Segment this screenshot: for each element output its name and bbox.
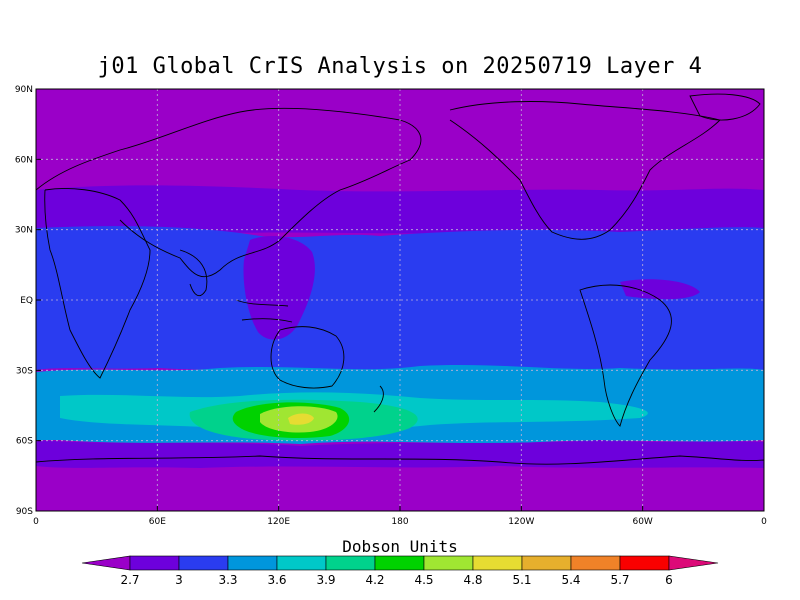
colorbar-label: 4.2 <box>365 573 384 587</box>
colorbar-segment <box>325 555 376 571</box>
colorbar-segment <box>227 555 278 571</box>
colorbar: 2.7 3 3.3 3.6 3.9 4.2 4.5 4.8 5.1 5.4 5.7 6 <box>81 555 719 587</box>
colorbar-label: 5.1 <box>512 573 531 587</box>
south-america-low <box>620 279 700 300</box>
colorbar-label: 3 <box>175 573 183 587</box>
colorbar-label: 2.7 <box>120 573 139 587</box>
colorbar-label: 3.3 <box>218 573 237 587</box>
colorbar-label: 5.4 <box>561 573 580 587</box>
x-tick-label: 120W <box>508 517 534 527</box>
y-tick-label: 30N <box>15 226 33 236</box>
y-tick-label: 60S <box>16 437 33 447</box>
colorbar-max-arrow <box>668 555 719 571</box>
yellow-anomaly <box>288 413 314 425</box>
colorbar-label: 6 <box>665 573 673 587</box>
x-tick-label: 0 <box>33 517 39 527</box>
colorbar-label: 4.5 <box>414 573 433 587</box>
colorbar-segment <box>619 555 670 571</box>
colorbar-min-arrow <box>81 555 131 571</box>
colorbar-segment <box>521 555 572 571</box>
west-pacific-low <box>243 236 315 340</box>
colorbar-segment <box>423 555 474 571</box>
colorbar-segment <box>276 555 327 571</box>
colorbar-segment <box>374 555 425 571</box>
map-title: j01 Global CrIS Analysis on 20250719 Lay… <box>97 54 703 79</box>
colorbar-label: 3.6 <box>267 573 286 587</box>
x-tick-label: 0 <box>761 517 767 527</box>
y-tick-label: 60N <box>15 155 33 165</box>
y-tick-label: 30S <box>16 366 33 376</box>
colorbar-label: 5.7 <box>610 573 629 587</box>
colorbar-segment <box>129 555 180 571</box>
coastlines <box>36 93 764 465</box>
y-tick-label: EQ <box>20 296 33 306</box>
contour-field <box>36 89 764 511</box>
colorbar-title: Dobson Units <box>342 537 458 556</box>
x-tick-label: 120E <box>267 517 290 527</box>
y-tick-label: 90S <box>16 507 33 517</box>
colorbar-segment <box>178 555 229 571</box>
colorbar-segment <box>472 555 523 571</box>
x-tick-label: 60E <box>149 517 166 527</box>
x-tick-label: 60W <box>632 517 652 527</box>
colorbar-label: 3.9 <box>316 573 335 587</box>
gridlines <box>36 89 764 511</box>
x-tick-label: 180 <box>391 517 408 527</box>
colorbar-label: 4.8 <box>463 573 482 587</box>
colorbar-segment <box>570 555 621 571</box>
y-tick-label: 90N <box>15 85 33 95</box>
